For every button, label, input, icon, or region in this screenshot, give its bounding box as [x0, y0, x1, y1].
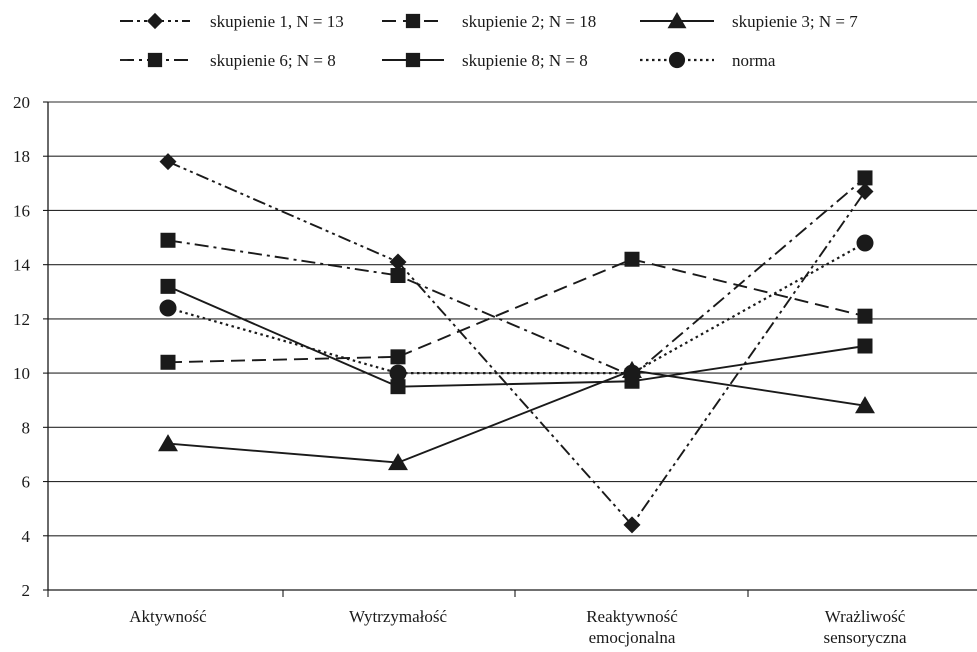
x-tick-label-2: Reaktywność emocjonalna: [586, 607, 678, 647]
series-3-point-0: [160, 232, 176, 248]
series-1-point-1: [390, 349, 406, 365]
series-0: [159, 153, 874, 534]
series-4-point-0: [160, 278, 176, 294]
series-3-point-3: [857, 170, 873, 186]
legend-marker-5: [668, 51, 686, 69]
legend-marker-4: [405, 52, 421, 68]
legend-label-4: skupienie 8; N = 8: [462, 51, 588, 70]
series-layer: [158, 153, 875, 534]
y-tick-label-16: 16: [13, 201, 30, 220]
series-4-point-3: [857, 338, 873, 354]
series-line-4: [167, 285, 866, 388]
series-line-3: [167, 177, 866, 377]
series-1: [160, 251, 873, 370]
legend: skupienie 1, N = 13 skupienie 2; N = 18 sk…: [120, 11, 858, 70]
series-3: [160, 170, 873, 384]
legend-item-2: skupienie 3; N = 7: [640, 11, 858, 31]
legend-marker-1: [405, 13, 421, 29]
legend-label-2: skupienie 3; N = 7: [732, 12, 858, 31]
y-tick-label-12: 12: [13, 310, 30, 329]
series-0-point-0: [159, 153, 177, 171]
y-tick-label-20: 20: [13, 93, 30, 112]
legend-item-1: skupienie 2; N = 18: [382, 12, 596, 31]
y-tick-label-14: 14: [13, 256, 31, 275]
y-tick-label-6: 6: [22, 473, 31, 492]
legend-label-1: skupienie 2; N = 18: [462, 12, 596, 31]
legend-item-5: norma: [640, 51, 776, 70]
series-2-point-1: [388, 453, 408, 471]
series-line-1: [167, 258, 866, 364]
x-tick-label-0: Aktywność: [129, 607, 207, 626]
legend-marker-0: [146, 12, 164, 30]
series-0-point-2: [623, 516, 641, 534]
legend-item-0: skupienie 1, N = 13: [120, 12, 344, 31]
x-tick-label-1: Wytrzymałość: [349, 607, 448, 626]
series-1-point-3: [857, 308, 873, 324]
series-line-2: [167, 369, 866, 464]
series-3-point-1: [390, 268, 406, 284]
legend-label-5: norma: [732, 51, 776, 70]
y-tick-label-18: 18: [13, 147, 30, 166]
series-5-point-2: [623, 364, 641, 382]
series-5-point-0: [159, 299, 177, 317]
grid-layer: [48, 101, 977, 537]
series-5-point-1: [389, 364, 407, 382]
y-tick-label-2: 2: [22, 581, 31, 600]
series-1-point-2: [624, 251, 640, 267]
legend-item-4: skupienie 8; N = 8: [382, 51, 588, 70]
legend-label-0: skupienie 1, N = 13: [210, 12, 344, 31]
series-2-point-0: [158, 434, 178, 452]
series-5-point-3: [856, 234, 874, 252]
series-2: [158, 360, 875, 471]
series-0-point-3: [856, 182, 874, 200]
axis-layer: 2 4 6 8 10 12 14 16 18 20 Aktywność Wytrzymałość Rea…: [13, 93, 977, 647]
x-tick-label-3: Wrażliwość sensoryczna: [823, 607, 907, 647]
series-5: [159, 234, 874, 382]
y-tick-label-8: 8: [22, 418, 31, 437]
legend-label-3: skupienie 6; N = 8: [210, 51, 336, 70]
series-1-point-0: [160, 354, 176, 370]
series-2-point-3: [855, 396, 875, 414]
series-line-5: [167, 242, 866, 375]
series-0-point-1: [389, 253, 407, 271]
series-line-0: [167, 160, 866, 526]
legend-item-3: skupienie 6; N = 8: [120, 51, 336, 70]
y-tick-label-10: 10: [13, 364, 30, 383]
legend-marker-3: [147, 52, 163, 68]
legend-marker-2: [667, 11, 687, 29]
y-tick-label-4: 4: [22, 527, 31, 546]
series-4-point-1: [390, 379, 406, 395]
